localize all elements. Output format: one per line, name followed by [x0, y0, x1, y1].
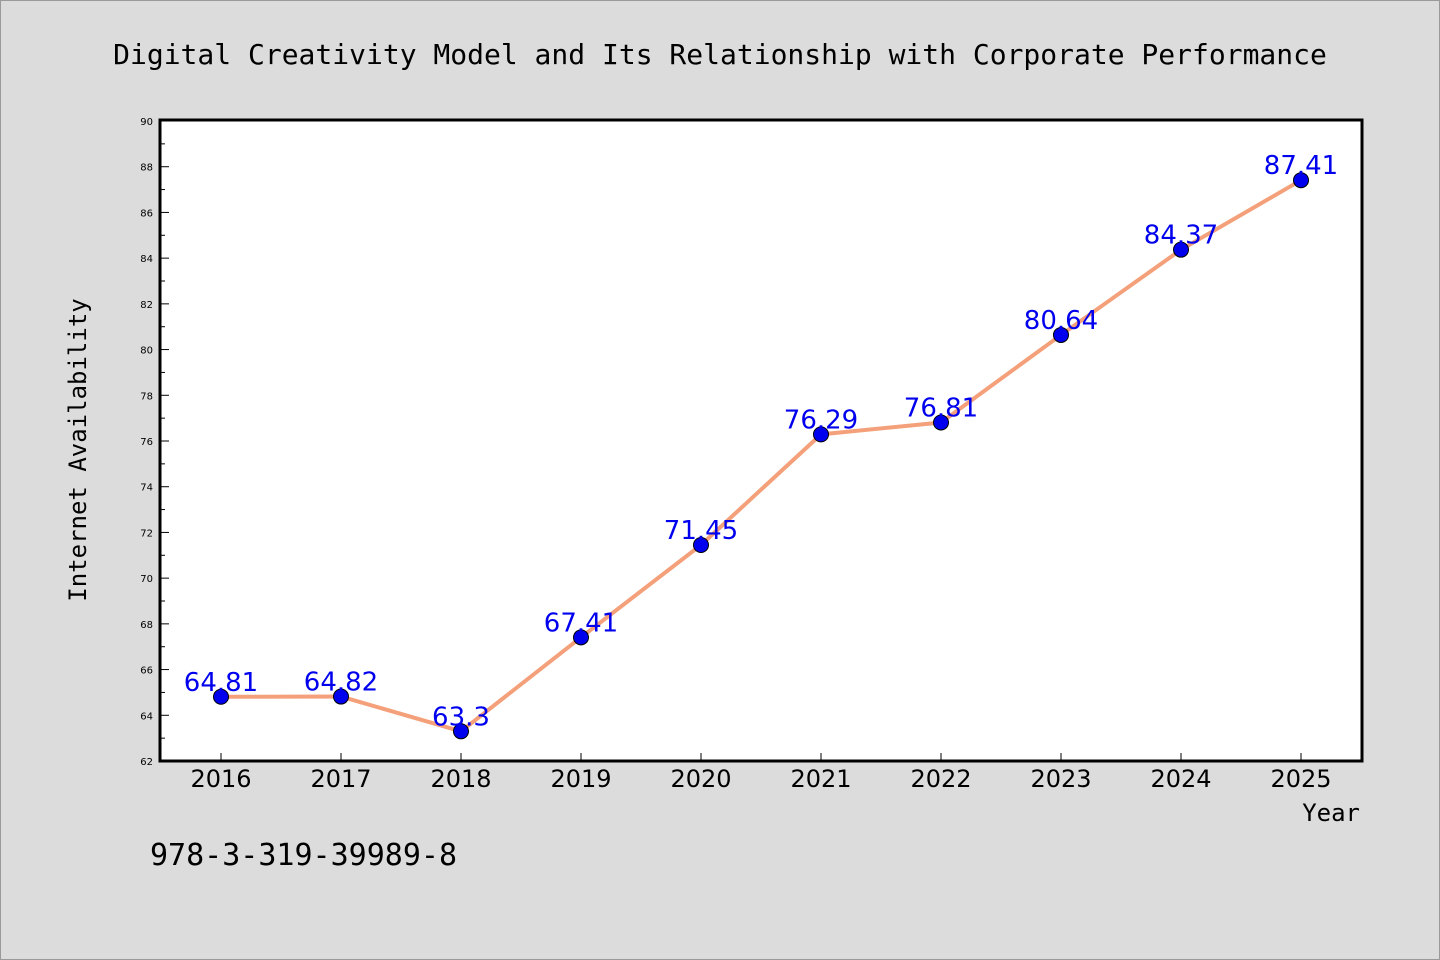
y-tick-label: 78: [140, 391, 153, 402]
data-point-marker: [573, 629, 589, 646]
data-value-label: 64.81: [184, 668, 258, 698]
y-tick-label: 90: [140, 117, 153, 128]
series-line: 64.81 64.82 63.3 67.41 71.45 76.29 76.81 80.64 8…: [184, 151, 1338, 740]
data-point-marker: [1293, 172, 1309, 189]
data-point-marker: [933, 414, 949, 431]
x-tick-label: 2021: [790, 765, 851, 793]
x-tick-label: 2022: [910, 765, 971, 793]
data-point-marker: [1173, 241, 1189, 258]
data-value-label: 76.81: [904, 393, 978, 423]
chart-title: Digital Creativity Model and Its Relatio…: [113, 38, 1327, 71]
x-tick-label: 2023: [1030, 765, 1091, 793]
data-value-label: 63.3: [432, 702, 490, 732]
data-value-label: 87.41: [1264, 151, 1338, 181]
y-tick-label: 86: [140, 208, 153, 219]
series-polyline: [219, 178, 1303, 734]
x-tick-label: 2016: [190, 765, 251, 793]
y-tick-label: 72: [140, 528, 153, 539]
y-tick-label: 66: [140, 666, 153, 677]
y-tick-label: 70: [140, 574, 153, 585]
x-tick-label: 2019: [550, 765, 611, 793]
data-point-marker: [333, 688, 349, 705]
data-value-label: 76.29: [784, 405, 858, 435]
x-axis: 2016 2017 2018 2019 2020 2021 2022 2023 2024 2025: [190, 753, 1332, 793]
data-point-marker: [1053, 326, 1069, 343]
data-point-marker: [813, 426, 829, 443]
y-tick-label: 76: [140, 437, 153, 448]
data-value-label: 67.41: [544, 608, 618, 638]
isbn-footnote: 978-3-319-39989-8: [150, 838, 457, 873]
y-tick-label: 82: [140, 300, 153, 311]
x-tick-label: 2024: [1150, 765, 1211, 793]
data-value-label: 71.45: [664, 516, 738, 546]
x-tick-label: 2017: [310, 765, 371, 793]
y-tick-label: 88: [140, 163, 153, 174]
y-tick-label: 64: [140, 711, 153, 722]
data-value-label: 80.64: [1024, 306, 1098, 336]
x-tick-label: 2020: [670, 765, 731, 793]
data-value-label: 64.82: [304, 668, 378, 698]
x-tick-label: 2025: [1270, 765, 1331, 793]
y-axis-label: Internet Availability: [64, 298, 92, 601]
y-tick-label: 62: [140, 757, 153, 768]
x-tick-label: 2018: [430, 765, 491, 793]
y-tick-label: 84: [140, 254, 153, 265]
y-tick-label: 74: [140, 483, 153, 494]
y-tick-label: 68: [140, 620, 153, 631]
data-value-label: 84.37: [1144, 221, 1218, 251]
data-point-marker: [453, 723, 469, 740]
x-axis-label: Year: [1302, 799, 1360, 827]
y-tick-label: 80: [140, 346, 153, 357]
plot-area: [158, 118, 1364, 763]
data-point-marker: [213, 688, 229, 705]
data-point-marker: [693, 537, 709, 553]
y-axis: 62 64 66 68 70 72 74 76 78 80 82 84 86 88 90: [140, 117, 169, 768]
